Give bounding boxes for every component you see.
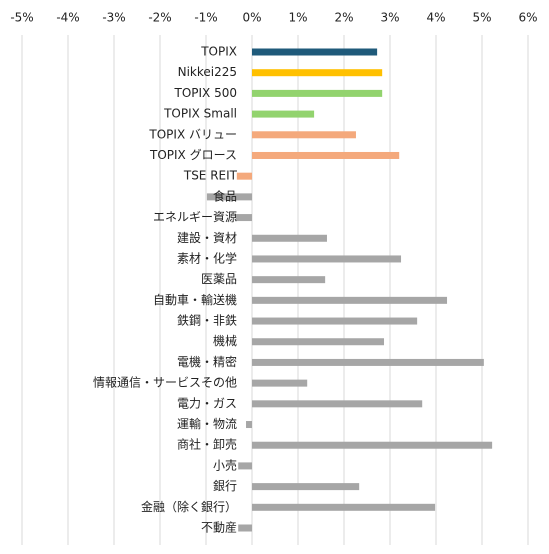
- y-tick-label: 建設・資材: [177, 230, 237, 245]
- bar: [252, 400, 423, 408]
- x-tick-label: -1%: [194, 11, 217, 25]
- y-tick-label: 電機・精密: [177, 354, 237, 369]
- bar: [252, 234, 327, 242]
- bar: [252, 110, 315, 118]
- bar: [252, 503, 436, 511]
- bar: [252, 151, 400, 159]
- bar: [252, 131, 356, 139]
- bar: [252, 276, 326, 284]
- bar: [238, 462, 252, 470]
- y-tick-label: TOPIX 500: [174, 86, 238, 100]
- y-tick-label: 運輸・物流: [177, 416, 237, 431]
- bar: [206, 193, 252, 201]
- x-tick-label: 0%: [242, 11, 261, 25]
- y-tick-label: 電力・ガス: [177, 396, 237, 410]
- y-tick-label: 金融（除く銀行）: [141, 499, 237, 514]
- y-tick-label: 医薬品: [201, 272, 237, 286]
- x-tick-label: 2%: [334, 11, 353, 25]
- bar: [235, 214, 252, 222]
- bar: [252, 296, 448, 304]
- bar: [252, 69, 383, 77]
- y-tick-label: 情報通信・サービスその他: [93, 376, 237, 390]
- y-tick-label: 機械: [213, 333, 237, 348]
- y-tick-label: 不動産: [201, 520, 237, 535]
- bar: [252, 358, 484, 366]
- y-tick-label: Nikkei225: [178, 65, 237, 79]
- y-tick-label: TOPIX Small: [163, 107, 237, 121]
- bar: [252, 48, 378, 56]
- y-tick-label: TOPIX バリュー: [148, 127, 237, 141]
- bar: [252, 441, 493, 449]
- bar: [252, 483, 360, 491]
- y-tick-label: 鉄鋼・非鉄: [177, 313, 237, 328]
- y-tick-label: 銀行: [213, 479, 237, 493]
- x-tick-label: -5%: [10, 11, 33, 25]
- y-tick-label: 食品: [213, 188, 237, 203]
- bar: [252, 89, 383, 97]
- x-tick-label: 6%: [518, 11, 537, 25]
- bar: [236, 172, 252, 180]
- y-tick-label: 素材・化学: [177, 250, 237, 265]
- x-tick-label: 5%: [472, 11, 491, 25]
- bar: [252, 255, 402, 263]
- bar: [252, 338, 385, 346]
- x-tick-label: -2%: [148, 11, 171, 25]
- bar: [252, 379, 308, 387]
- y-tick-label: 小売: [213, 457, 237, 472]
- x-tick-label: 4%: [426, 11, 445, 25]
- bar: [238, 524, 252, 532]
- y-tick-label: TSE REIT: [183, 169, 238, 183]
- x-tick-label: -3%: [102, 11, 125, 25]
- y-tick-label: 商社・卸売: [177, 437, 237, 452]
- x-tick-label: -4%: [56, 11, 79, 25]
- y-tick-label: TOPIX: [200, 45, 237, 59]
- bar: [246, 421, 252, 429]
- y-tick-label: TOPIX グロース: [149, 148, 237, 162]
- bar: [252, 317, 418, 325]
- x-tick-label: 3%: [380, 11, 399, 25]
- y-tick-label: エネルギー資源: [153, 210, 237, 224]
- y-tick-label: 自動車・輸送機: [153, 292, 237, 307]
- x-tick-label: 1%: [288, 11, 307, 25]
